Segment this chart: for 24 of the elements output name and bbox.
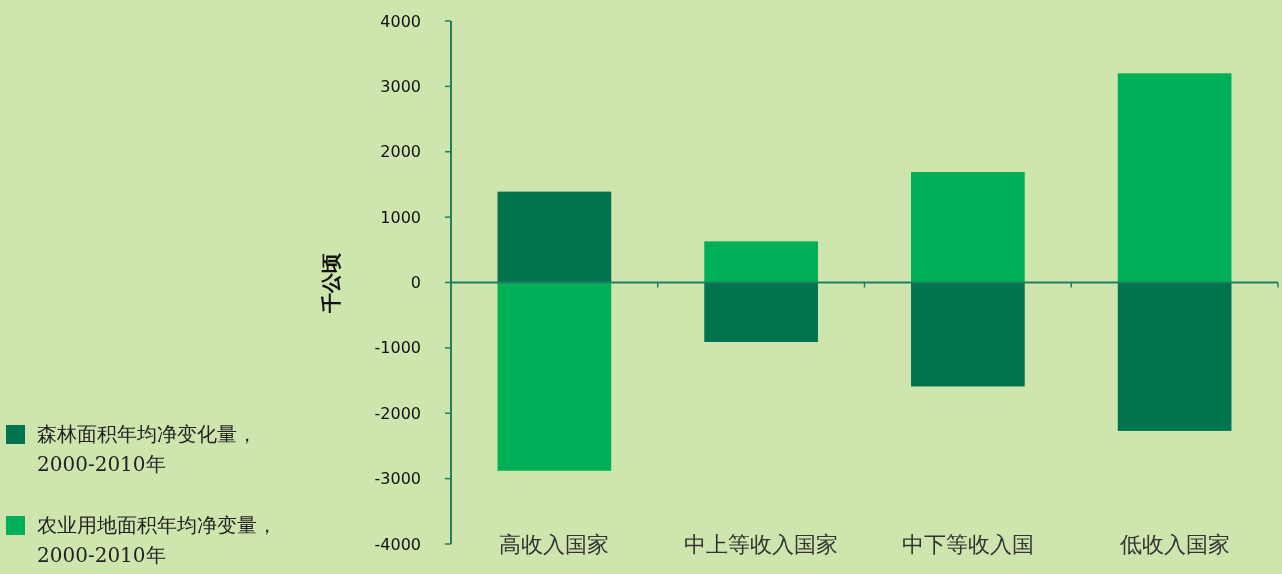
bar bbox=[911, 282, 1025, 387]
y-tick-label: 4000 bbox=[380, 11, 421, 31]
y-tick-label: -1000 bbox=[374, 338, 421, 358]
legend-label: 农业用地面积年均净变量，2000-2010年 bbox=[37, 512, 278, 569]
x-tick-label: 低收入国家 bbox=[1119, 532, 1230, 557]
bar bbox=[911, 172, 1025, 283]
y-axis-title: 千公顷 bbox=[319, 252, 343, 314]
bar bbox=[704, 241, 818, 283]
y-tick-label: 0 bbox=[410, 273, 421, 292]
y-tick-label: 1000 bbox=[380, 207, 421, 227]
bar bbox=[497, 282, 612, 471]
y-tick-label: -4000 bbox=[374, 534, 421, 554]
y-tick-label: -3000 bbox=[374, 469, 421, 489]
legend-label: 森林面积年均净变化量，2000-2010年 bbox=[37, 421, 258, 478]
y-tick-label: -2000 bbox=[374, 403, 421, 423]
bar bbox=[704, 282, 818, 342]
x-tick-label: 高收入国家 bbox=[499, 532, 610, 557]
y-tick-label: 3000 bbox=[380, 76, 421, 96]
bar bbox=[1117, 73, 1232, 283]
bar bbox=[1117, 282, 1232, 431]
bar bbox=[497, 191, 612, 283]
y-tick-label: 2000 bbox=[380, 142, 421, 162]
x-tick-label: 中上等收入国家 bbox=[684, 532, 839, 557]
x-tick-label: 中下等收入国 bbox=[901, 532, 1034, 557]
